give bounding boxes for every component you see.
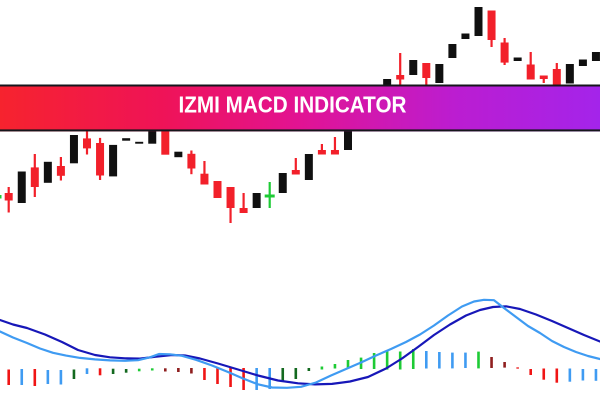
svg-text:IZMI MACD INDICATOR: IZMI MACD INDICATOR (179, 92, 407, 118)
